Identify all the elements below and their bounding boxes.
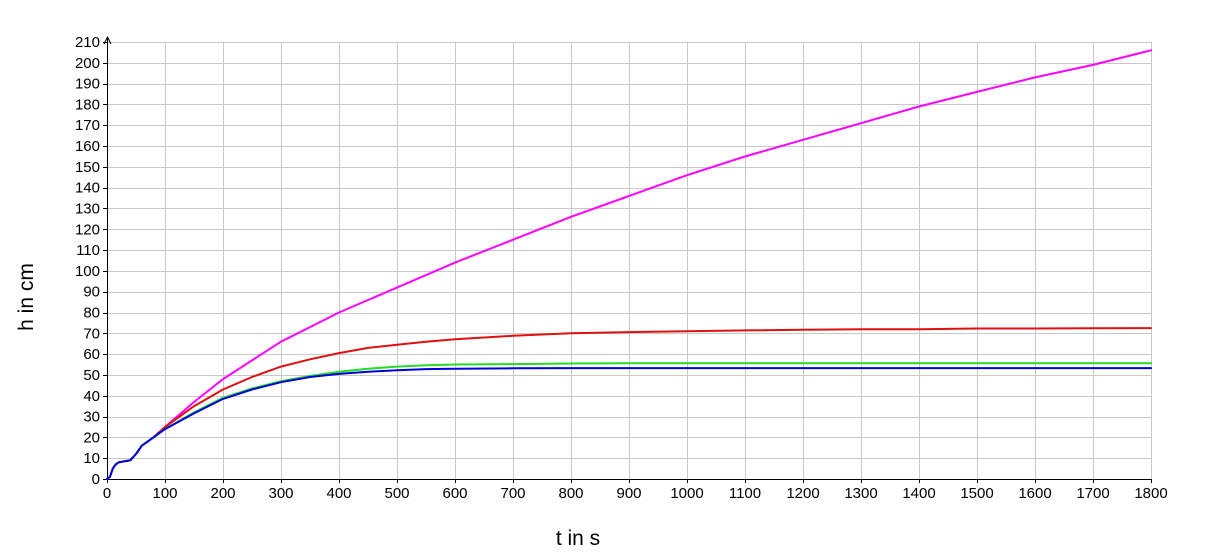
- y-tick-label: 150: [75, 159, 100, 176]
- tick-labels: 0 100 200 300 400 500 600 700 800 900 1000 1100 1200…: [75, 34, 1168, 502]
- y-tick-label: 100: [75, 263, 100, 280]
- x-tick-label: 1200: [786, 485, 819, 502]
- y-tick-label: 110: [76, 242, 100, 259]
- x-tick-label: 300: [268, 485, 293, 502]
- y-tick-label: 90: [83, 284, 100, 301]
- x-tick-label: 100: [152, 485, 177, 502]
- y-tick-label: 30: [83, 409, 100, 426]
- x-axis-title: t in s: [556, 527, 600, 550]
- y-tick-label: 210: [75, 34, 100, 51]
- y-axis-title: h in cm: [15, 263, 38, 331]
- x-tick-label: 1300: [844, 485, 877, 502]
- y-tick-label: 40: [83, 388, 100, 405]
- y-tick-label: 70: [83, 325, 100, 342]
- y-tick-label: 80: [83, 305, 100, 322]
- y-tick-label: 10: [83, 450, 100, 467]
- x-tick-label: 1100: [729, 485, 761, 502]
- y-tick-label: 200: [75, 55, 100, 72]
- x-tick-label: 1000: [670, 485, 703, 502]
- x-tick-label: 1600: [1018, 485, 1051, 502]
- y-tick-label: 60: [83, 346, 100, 363]
- y-tick-label: 180: [75, 96, 100, 113]
- x-tick-label: 1800: [1134, 485, 1167, 502]
- y-tick-label: 0: [92, 471, 100, 488]
- y-tick-label: 190: [75, 76, 100, 93]
- y-tick-label: 50: [83, 367, 100, 384]
- y-tick-label: 20: [83, 429, 100, 446]
- series-lines: [106, 49, 1152, 480]
- x-tick-label: 200: [210, 485, 235, 502]
- x-tick-label: 900: [616, 485, 641, 502]
- x-tick-label: 800: [558, 485, 583, 502]
- x-tick-label: 1700: [1076, 485, 1109, 502]
- y-tick-label: 130: [75, 200, 100, 217]
- y-tick-label: 160: [75, 138, 100, 155]
- y-tick-label: 120: [75, 221, 100, 238]
- series-line-4: [106, 367, 1152, 480]
- x-tick-label: 700: [500, 485, 525, 502]
- x-tick-label: 500: [384, 485, 409, 502]
- x-tick-label: 400: [326, 485, 351, 502]
- y-axis-arrow: [103, 35, 112, 45]
- axes: [103, 35, 1152, 483]
- x-tick-label: 0: [103, 485, 111, 502]
- x-tick-label: 1500: [960, 485, 993, 502]
- x-tick-label: 600: [442, 485, 467, 502]
- y-tick-label: 140: [75, 180, 100, 197]
- y-tick-label: 170: [75, 117, 100, 134]
- grid: [107, 42, 1152, 479]
- x-tick-label: 1400: [902, 485, 935, 502]
